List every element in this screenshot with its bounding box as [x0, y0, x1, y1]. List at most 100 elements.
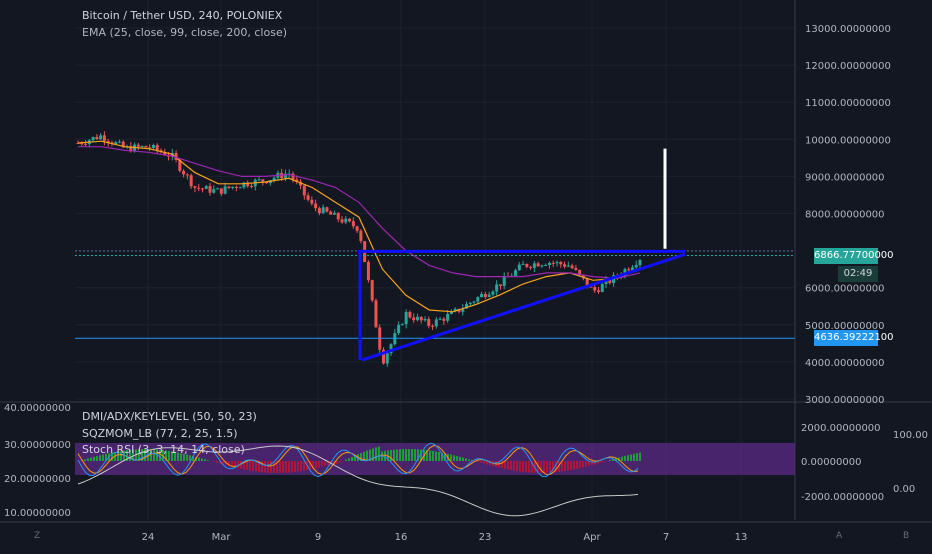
candle-body: [597, 290, 600, 292]
support-price-tag: 4636.39222100: [814, 330, 878, 346]
candle-body: [359, 231, 362, 241]
price-tick-label: 11000.00000000: [805, 98, 891, 109]
squeeze-bar: [84, 459, 86, 461]
squeeze-bar: [375, 447, 377, 461]
squeeze-bar: [252, 461, 254, 471]
candle-body: [397, 325, 400, 333]
squeeze-tick-label: 0.00000000: [801, 457, 861, 468]
candle-body: [386, 353, 389, 363]
candle-body: [235, 187, 238, 188]
candle-body: [401, 324, 404, 325]
squeeze-bar: [567, 461, 569, 471]
price-tick-label: 3000.00000000: [805, 395, 885, 406]
candle-body: [201, 188, 204, 189]
squeeze-bar: [429, 450, 431, 461]
squeeze-bar: [336, 461, 338, 464]
candle-body: [431, 326, 434, 327]
squeeze-tick-label: 2000.00000000: [801, 423, 881, 434]
candle-body: [303, 185, 306, 195]
squeeze-bar: [93, 457, 95, 461]
squeeze-bar: [291, 461, 293, 472]
squeeze-bar: [564, 461, 566, 471]
squeeze-bar: [396, 449, 398, 461]
candle-body: [156, 145, 159, 150]
squeeze-bar: [546, 461, 548, 473]
auto-scale-button[interactable]: A: [836, 531, 842, 541]
squeeze-bar: [459, 457, 461, 461]
candle-body: [374, 300, 377, 327]
candle-body: [329, 212, 332, 215]
squeeze-bar: [300, 461, 302, 471]
candle-body: [567, 266, 570, 267]
squeeze-bar: [279, 461, 281, 473]
squeeze-bar: [207, 460, 209, 461]
squeeze-bar: [303, 461, 305, 471]
candle-body: [499, 284, 502, 286]
squeeze-bar: [477, 461, 479, 462]
time-tick-label: 7: [663, 532, 669, 543]
candle-body: [412, 317, 415, 320]
candle-body: [446, 314, 449, 321]
candle-body: [503, 276, 506, 286]
squeeze-bar: [621, 457, 623, 461]
squeeze-bar: [507, 461, 509, 470]
candle-body: [514, 270, 517, 276]
candle-body: [639, 260, 642, 265]
candle-body: [212, 189, 215, 193]
squeeze-bar: [198, 458, 200, 461]
squeeze-bar: [525, 461, 527, 472]
squeeze-bar: [378, 446, 380, 461]
candle-body: [99, 135, 102, 139]
price-tick-label: 9000.00000000: [805, 172, 885, 183]
stoch-tick-label: 0.00: [893, 484, 915, 495]
candle-body: [488, 295, 491, 297]
candle-body: [310, 200, 313, 204]
candle-countdown: 02:49: [838, 266, 878, 282]
squeeze-bar: [402, 449, 404, 461]
candle-body: [544, 265, 547, 266]
squeeze-bar: [435, 451, 437, 461]
price-tick-label: 6000.00000000: [805, 284, 885, 295]
candle-body: [563, 264, 566, 266]
dmi-legend[interactable]: DMI/ADX/KEYLEVEL (50, 50, 23): [82, 410, 257, 423]
squeeze-bar: [450, 455, 452, 461]
squeeze-bar: [639, 452, 641, 461]
candle-body: [427, 319, 430, 326]
time-tick-label: Apr: [583, 532, 601, 543]
candle-body: [84, 144, 87, 145]
squeeze-bar: [630, 454, 632, 461]
squeeze-bar: [297, 461, 299, 472]
candle-body: [522, 264, 525, 265]
squeeze-momentum-legend[interactable]: SQZMOM_LB (77, 2, 25, 1.5): [82, 427, 238, 440]
candle-body: [491, 292, 494, 295]
squeeze-bar: [270, 461, 272, 473]
squeeze-bar: [351, 457, 353, 461]
squeeze-bar: [255, 461, 257, 472]
ema-legend[interactable]: EMA (25, close, 99, close, 200, close): [82, 26, 287, 39]
candle-body: [216, 188, 219, 189]
candle-body: [473, 302, 476, 303]
squeeze-bar: [480, 461, 482, 463]
zoom-button[interactable]: Z: [34, 531, 40, 541]
stoch-rsi-legend[interactable]: Stoch RSI (3, 3, 14, 14, close): [82, 443, 245, 456]
squeeze-bar: [282, 461, 284, 473]
candle-body: [333, 213, 336, 215]
candle-body: [469, 303, 472, 304]
candle-body: [224, 186, 227, 193]
candle-body: [537, 263, 540, 266]
squeeze-bar: [246, 461, 248, 470]
candle-body: [518, 265, 521, 271]
candle-body: [408, 312, 411, 317]
candle-body: [525, 264, 528, 267]
squeeze-bar: [204, 459, 206, 461]
candle-body: [103, 135, 106, 141]
squeeze-bar: [465, 458, 467, 461]
candle-body: [337, 213, 340, 219]
squeeze-bar: [504, 461, 506, 469]
candle-body: [258, 179, 261, 180]
candle-body: [318, 208, 321, 213]
squeeze-bar: [633, 454, 635, 461]
log-scale-button[interactable]: B: [903, 531, 909, 541]
